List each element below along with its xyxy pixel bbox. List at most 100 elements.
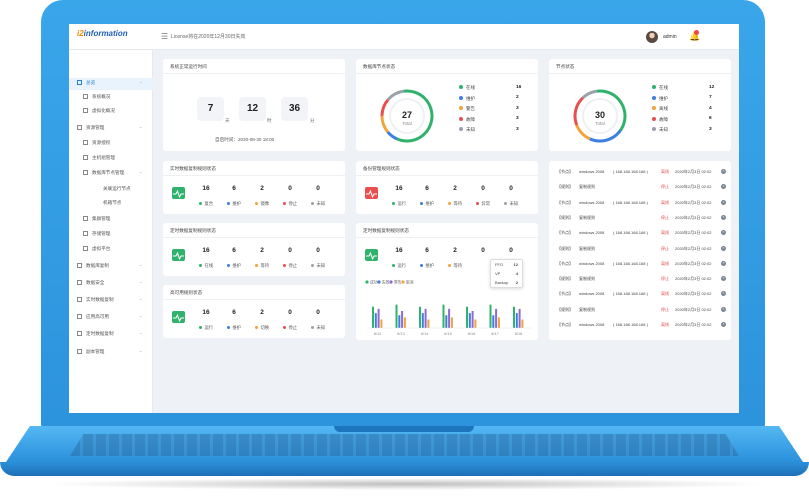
stat-dot [310,325,315,329]
stat-dot [282,325,287,329]
sidebar-item-label: 副本管理 [86,349,105,354]
sidebar-item-16[interactable]: 定时数据复制 [77,331,114,337]
event-name: 复制规则 [579,306,595,312]
pulse-line [173,189,184,199]
chart-bar [401,311,404,328]
event-status: 离线 [661,169,669,174]
chart-bar [513,306,515,328]
close-icon[interactable]: × [721,276,726,282]
chart-legend-label: 取消 [406,280,414,285]
sidebar-item-3[interactable]: 资源管理 [77,125,104,131]
event-name: 复制规则 [579,276,595,282]
legend-dot [652,127,656,131]
legend-dot [459,95,463,100]
stat-label-wrap: 在线 [198,263,213,268]
close-icon[interactable]: × [721,322,726,327]
chart-bar [518,308,521,328]
sidebar-item-7[interactable]: 关联运行节点 [103,186,131,192]
stat-value: 0 [316,247,320,254]
event-status: 离线 [661,260,669,266]
sidebar-item-label: 关联运行节点 [103,186,131,191]
stat-item: 2 切换 [249,309,275,334]
uptime-hours: 12 [239,97,266,121]
event-tag: 【规则】 [557,184,573,190]
stat-label: 等待 [453,263,463,268]
sidebar-icon [77,314,82,319]
bell-icon[interactable]: 🔔 [689,30,701,41]
close-icon[interactable]: × [721,169,726,174]
event-name: windows 2008 [579,260,605,266]
legend-label: 警告 [466,106,475,111]
close-icon[interactable]: × [721,306,726,312]
pulse-line [173,313,184,323]
close-icon[interactable]: × [721,291,726,297]
sidebar-item-6[interactable]: 数据库节点管理 [83,170,124,176]
stat-value: 6 [232,309,236,316]
sidebar-item-14[interactable]: 实时数据复制 [77,297,114,303]
legend-dot [459,106,463,110]
stat-label-wrap: 未知 [310,325,325,330]
chart-bar [468,313,471,328]
event-time: 2020年2月3日 02:02 [675,322,712,327]
sidebar-item-13[interactable]: 数据安全 [77,280,104,286]
chart-bar [427,319,430,328]
close-icon[interactable]: × [721,214,726,220]
legend-label: 未知 [659,127,668,132]
chart-tick-label: 8/16 [468,332,475,336]
stat-label: 维护 [425,201,435,206]
stat-item: 0 未知 [305,185,331,210]
event-time: 2020年2月3日 02:02 [675,169,712,174]
sidebar-item-label: 存储管理 [92,231,111,236]
event-status: 停止 [661,276,669,282]
sidebar-item-8[interactable]: 机箱节点 [103,200,121,206]
chart-bar [495,308,498,328]
stat-item: 6 维护 [414,247,440,272]
sidebar-item-5[interactable]: 主机组管理 [83,155,115,161]
stat-label: 等待 [453,201,463,206]
legend-label: 维护 [659,95,668,101]
rt-copy-card: 实时数据复制规则状态 16 复合 6 维护 2 镜像 0 停止 0 未知 [163,161,345,214]
close-icon[interactable]: × [721,260,726,266]
sidebar-item-0[interactable]: 总览 [77,80,95,86]
stat-dot [198,325,203,329]
close-icon[interactable]: × [721,184,726,190]
sidebar-item-label: 数据库复制 [86,263,109,268]
sidebar-item-1[interactable]: 系统概况 [83,94,110,100]
stat-label: 复合 [204,201,214,206]
sidebar-item-9[interactable]: 集群管理 [83,216,110,222]
menu-toggle-icon[interactable]: ☰ [161,32,169,41]
close-icon[interactable]: × [721,230,726,236]
donut-slice-1 [588,129,622,143]
sidebar-item-17[interactable]: 副本管理 [77,349,104,355]
avatar[interactable] [646,31,658,43]
sidebar-item-12[interactable]: 数据库复制 [77,263,109,269]
stat-label: 未知 [509,201,519,206]
sidebar-item-10[interactable]: 存储管理 [83,231,110,237]
stat-label-wrap: 切换 [254,325,270,330]
chart-legend-dot [377,280,381,284]
close-icon[interactable]: × [721,245,726,251]
pulse-line [366,189,377,199]
sidebar-item-4[interactable]: 资源授权 [83,140,110,146]
sidebar-icon [83,155,88,160]
legend-label: 在线 [466,85,475,90]
chart-tick-label: 8/17 [491,332,498,336]
stat-item: 6 维护 [221,185,247,210]
stat-label: 切换 [260,325,270,330]
sched-copy-title: 定时数据复制规则状态 [170,228,216,233]
legend-item: 故障 [652,116,668,123]
username[interactable]: admin [663,34,677,40]
chart-bar [377,308,380,328]
donut-slice-3 [380,98,390,117]
sidebar-item-11[interactable]: 虚拟平台 [83,246,110,252]
sidebar-item-15[interactable]: 应用高可用 [77,314,109,320]
legend-dot [652,106,656,110]
chevron-down-icon: ⌄ [139,296,143,301]
uptime-day-unit: 天 [225,118,230,123]
chart-bar [521,319,524,328]
stat-label: 未知 [316,201,326,206]
sidebar-item-2[interactable]: 虚拟化概况 [83,108,115,114]
stat-value: 0 [288,309,292,316]
close-icon[interactable]: × [721,199,726,205]
